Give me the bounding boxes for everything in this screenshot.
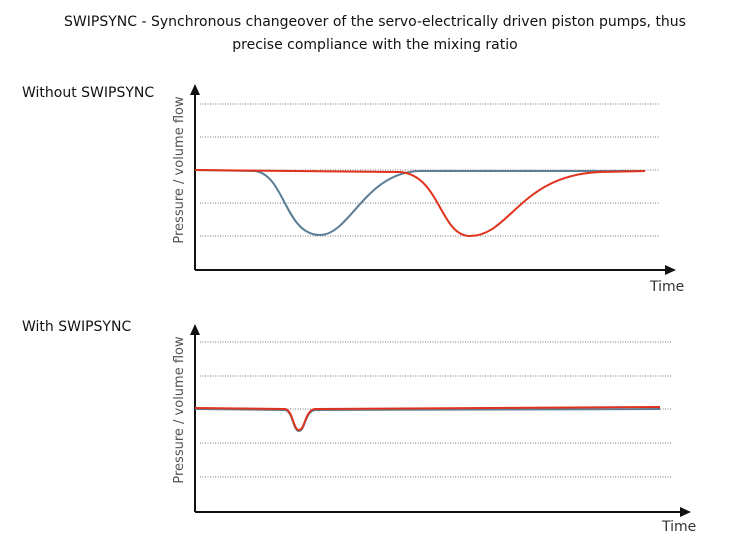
y-axis-label: Pressure / volume flow (172, 336, 187, 484)
x-axis-label: Time (661, 519, 696, 535)
y-axis-label: Pressure / volume flow (172, 96, 187, 244)
grid (200, 103, 660, 237)
curve-red (194, 169, 646, 238)
curve-blue (194, 408, 661, 433)
arrow (680, 507, 691, 517)
arrow (190, 324, 200, 335)
curve-blue (194, 169, 645, 237)
x-axis-label: Time (649, 279, 684, 295)
panel-label: With SWIPSYNC (22, 319, 131, 335)
arrow (190, 84, 200, 95)
title-line: SWIPSYNC - Synchronous changeover of the… (64, 14, 686, 30)
curve-red (194, 406, 661, 432)
title-line: precise compliance with the mixing ratio (232, 37, 517, 53)
panel-label: Without SWIPSYNC (22, 85, 154, 101)
arrow (665, 265, 676, 275)
